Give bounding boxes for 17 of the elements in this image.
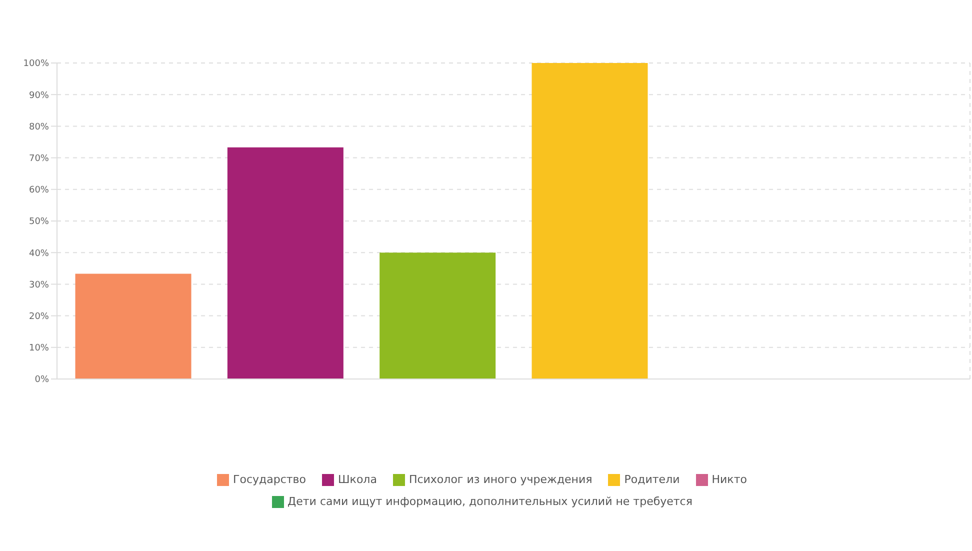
y-tick-label: 20% — [28, 312, 50, 322]
y-tick-label: 10% — [28, 344, 50, 354]
legend-label: Никто — [712, 473, 747, 486]
y-tick-label: 80% — [28, 122, 50, 132]
legend-label: Родители — [624, 473, 680, 486]
legend-label: Психолог из иного учреждения — [408, 473, 592, 486]
y-tick-label: 100% — [23, 59, 50, 70]
y-tick-label: 40% — [28, 248, 50, 259]
y-tick-label: 50% — [28, 217, 50, 228]
y-tick-label: 0% — [34, 375, 50, 386]
legend-label: Школа — [338, 473, 377, 486]
y-tick-label: 90% — [28, 90, 50, 101]
y-tick-label: 70% — [28, 154, 50, 164]
legend-label: Государство — [233, 473, 306, 486]
y-tick-label: 30% — [28, 280, 50, 290]
y-tick-label: 60% — [28, 186, 50, 196]
legend-label: Дети сами ищут информацию, дополнительных усилий не требуется — [288, 495, 692, 508]
